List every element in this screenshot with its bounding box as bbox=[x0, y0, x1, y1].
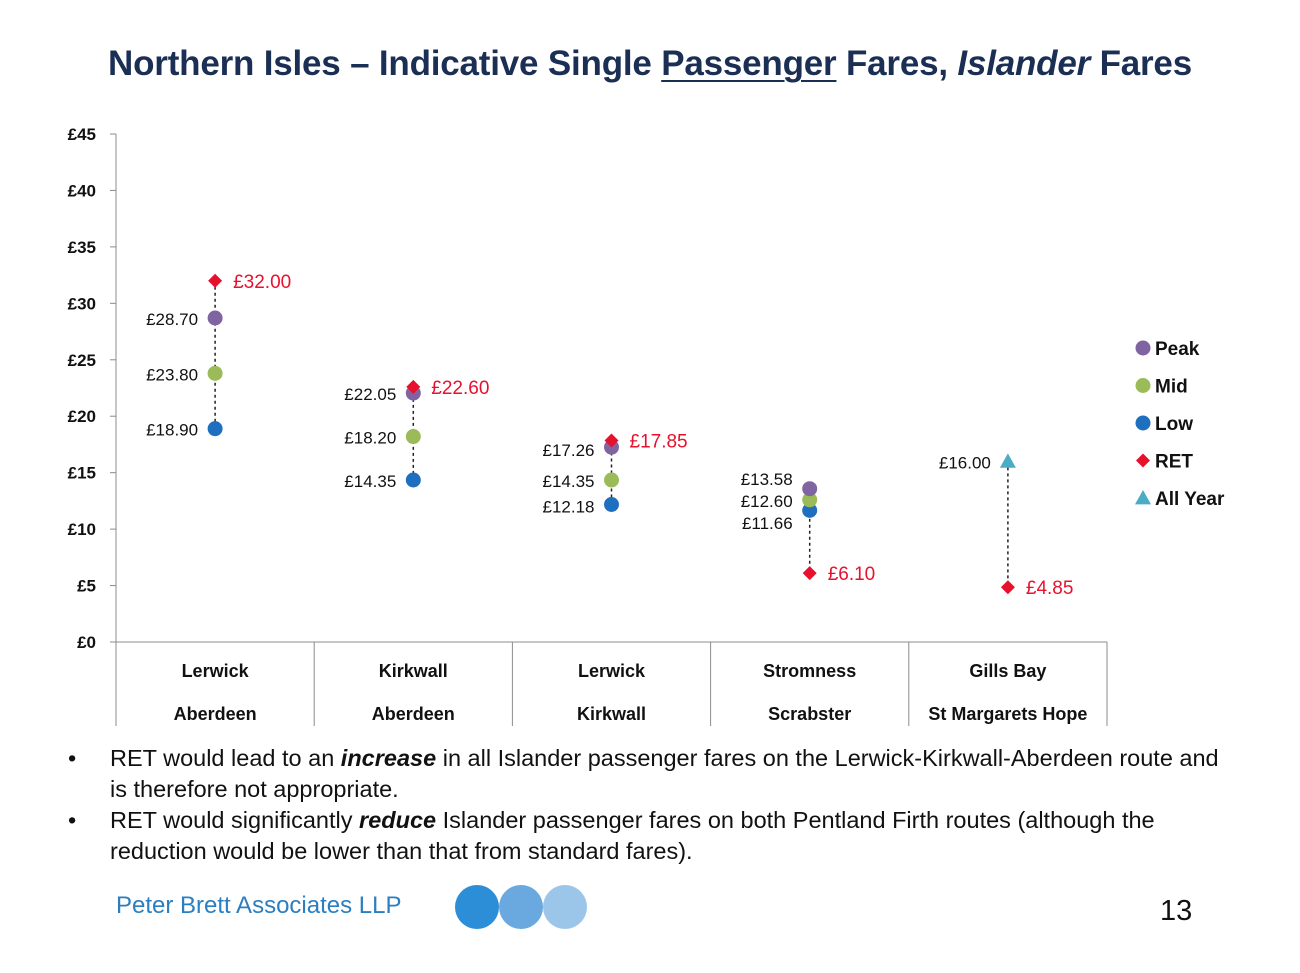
data-label-ret: £4.85 bbox=[1026, 578, 1074, 599]
y-tick-label: £20 bbox=[68, 407, 96, 426]
logo-circle-2 bbox=[499, 885, 543, 929]
data-label-mid: £23.80 bbox=[146, 365, 198, 384]
legend-label-all-year: All Year bbox=[1155, 489, 1225, 510]
logo-circle-1 bbox=[455, 885, 499, 929]
point-ret bbox=[208, 273, 223, 288]
data-label-ret: £17.85 bbox=[630, 431, 688, 452]
point-mid bbox=[405, 429, 421, 445]
y-tick-label: £30 bbox=[68, 294, 96, 313]
y-tick-label: £25 bbox=[68, 351, 96, 370]
legend-label-ret: RET bbox=[1155, 452, 1193, 473]
data-label-peak: £22.05 bbox=[344, 385, 396, 404]
bullet-item-2: • RET would significantly reduce Islande… bbox=[62, 805, 1242, 867]
point-all-year bbox=[999, 453, 1016, 468]
y-tick-label: £5 bbox=[77, 577, 96, 596]
point-low bbox=[604, 497, 619, 513]
point-peak bbox=[802, 481, 818, 497]
data-label-mid: £14.35 bbox=[543, 472, 595, 491]
data-label-peak: £28.70 bbox=[146, 310, 198, 329]
logo-circle-3 bbox=[543, 885, 587, 929]
y-tick-label: £45 bbox=[68, 125, 96, 144]
data-label-peak: £13.58 bbox=[741, 470, 793, 489]
y-tick-label: £0 bbox=[77, 633, 96, 652]
point-ret bbox=[802, 566, 817, 581]
point-peak bbox=[207, 310, 223, 326]
legend-marker-ret bbox=[1136, 453, 1150, 468]
title-part-1: Northern Isles – Indicative Single bbox=[108, 44, 662, 83]
legend-marker-peak bbox=[1135, 340, 1151, 356]
data-label-all-year: £16.00 bbox=[939, 453, 991, 472]
x-category-label-line2: Scrabster bbox=[768, 704, 851, 724]
data-label-mid: £12.60 bbox=[741, 492, 793, 511]
x-category-label-line1: Kirkwall bbox=[379, 661, 448, 681]
legend-marker-low bbox=[1135, 415, 1151, 431]
data-label-ret: £32.00 bbox=[233, 272, 291, 293]
fares-chart: £0 £5 £10 £15 £20 £25 £30 £35 £40 £45 Lerwick Aberd… bbox=[68, 125, 1225, 726]
point-ret bbox=[406, 379, 421, 394]
data-label-low: £11.66 bbox=[742, 514, 793, 533]
data-label-peak: £17.26 bbox=[543, 441, 595, 460]
legend-label-low: Low bbox=[1155, 414, 1193, 435]
title-part-3: Fares, bbox=[836, 44, 958, 83]
y-tick-label: £35 bbox=[68, 238, 96, 257]
bullet-item-1: • RET would lead to an increase in all I… bbox=[62, 743, 1242, 805]
data-label-ret: £22.60 bbox=[431, 378, 489, 399]
point-mid bbox=[802, 492, 818, 508]
legend-marker-mid bbox=[1135, 378, 1151, 393]
bullet-2-text-before: RET would significantly bbox=[110, 807, 360, 833]
company-logo-circles bbox=[455, 885, 595, 931]
data-label-ret: £6.10 bbox=[828, 564, 876, 585]
data-label-low: £14.35 bbox=[344, 472, 396, 491]
point-low bbox=[207, 421, 223, 437]
x-category-label-line1: Gills Bay bbox=[969, 661, 1046, 681]
title-part-passenger: Passenger bbox=[661, 44, 837, 83]
data-label-low: £12.18 bbox=[543, 498, 595, 517]
legend-label-mid: Mid bbox=[1155, 377, 1188, 398]
legend-label-peak: Peak bbox=[1155, 339, 1200, 360]
x-category-label-line1: Stromness bbox=[763, 661, 856, 681]
slide-title: Northern Isles – Indicative Single Passe… bbox=[0, 44, 1300, 84]
bullet-2-emphasis: reduce bbox=[359, 807, 437, 833]
point-low bbox=[405, 472, 421, 488]
point-mid bbox=[604, 472, 619, 488]
bullet-1-emphasis: increase bbox=[340, 745, 437, 771]
point-low bbox=[802, 502, 818, 518]
bullet-list: • RET would lead to an increase in all I… bbox=[62, 743, 1242, 867]
point-ret bbox=[604, 433, 619, 448]
point-ret bbox=[1000, 580, 1015, 595]
bullet-dot-2: • bbox=[68, 807, 77, 833]
x-category-label-line2: Aberdeen bbox=[174, 704, 257, 724]
company-name: Peter Brett Associates LLP bbox=[116, 892, 402, 919]
legend: Peak Mid Low RET All Year bbox=[1135, 339, 1225, 510]
data-label-low: £18.90 bbox=[146, 421, 198, 440]
x-category-label-line2: Kirkwall bbox=[577, 704, 646, 724]
x-category-label-line2: Aberdeen bbox=[372, 704, 455, 724]
y-tick-label: £15 bbox=[68, 464, 96, 483]
data-label-mid: £18.20 bbox=[344, 429, 396, 448]
legend-marker-all-year bbox=[1135, 490, 1151, 505]
bullet-1-text-before: RET would lead to an bbox=[110, 745, 341, 771]
point-mid bbox=[207, 365, 223, 381]
y-tick-label: £10 bbox=[68, 520, 96, 539]
bullet-dot-1: • bbox=[68, 745, 77, 771]
y-tick-label: £40 bbox=[68, 181, 96, 200]
bullet-1-text-after: in all Islander passenger fares on the L… bbox=[110, 745, 1219, 802]
x-category-label-line2: St Margarets Hope bbox=[928, 704, 1087, 724]
bullet-2-text-after: Islander passenger fares on both Pentlan… bbox=[110, 807, 1155, 864]
x-category-label-line1: Lerwick bbox=[182, 661, 250, 681]
title-part-islander: Islander bbox=[957, 44, 1091, 83]
title-part-5: Fares bbox=[1090, 44, 1193, 83]
page-number: 13 bbox=[1160, 895, 1193, 927]
x-category-label-line1: Lerwick bbox=[578, 661, 646, 681]
